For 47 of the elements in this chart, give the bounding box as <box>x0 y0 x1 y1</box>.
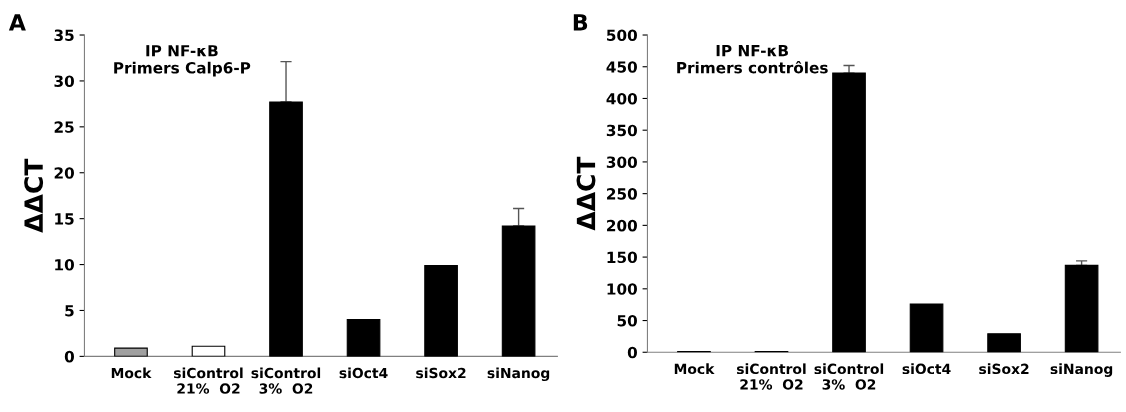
y-tick-label: 350 <box>606 124 637 137</box>
bar <box>346 319 381 357</box>
bar <box>114 347 148 357</box>
x-tick-label: siSox2 <box>979 363 1029 375</box>
bar <box>909 303 944 353</box>
x-tick-label: siNanog <box>1050 363 1113 377</box>
x-tick-label: siSox2 <box>416 367 466 379</box>
y-tick-label: 35 <box>54 29 74 42</box>
y-tick-label: 200 <box>607 219 637 232</box>
bar <box>501 225 536 357</box>
x-tick-label: siControl 21% O2 <box>736 363 806 390</box>
y-tick-label: 0 <box>627 346 637 359</box>
y-tick-label: 0 <box>64 350 74 363</box>
chart-title: B <box>573 14 588 31</box>
y-tick-label: 5 <box>65 305 74 317</box>
y-tick-label: 250 <box>607 188 637 200</box>
y-tick-label: 450 <box>606 61 637 73</box>
y-axis-title: ΔΔCT <box>24 158 44 233</box>
annotation: IP NF-κB Primers contrôles <box>677 45 828 74</box>
y-tick-label: 300 <box>606 156 637 168</box>
bar <box>269 101 303 357</box>
y-tick-label: 100 <box>607 283 637 295</box>
x-tick-label: Mock <box>674 363 715 375</box>
chart-title: A <box>8 14 26 31</box>
x-tick-label: siControl 21% O2 <box>173 367 243 394</box>
x-tick-label: siControl 3% O2 <box>251 367 321 394</box>
y-tick-label: 20 <box>54 167 74 179</box>
bar <box>987 333 1021 353</box>
y-tick-label: 25 <box>54 121 74 133</box>
bar <box>191 345 226 357</box>
y-tick-label: 30 <box>54 75 74 87</box>
bar <box>424 264 458 357</box>
y-tick-label: 150 <box>607 251 637 264</box>
y-tick-label: 15 <box>55 213 74 225</box>
x-tick-label: siNanog <box>487 367 550 382</box>
y-tick-label: 400 <box>606 92 637 105</box>
y-tick-label: 10 <box>55 259 74 271</box>
y-axis-title: ΔΔCT <box>576 156 596 231</box>
bar <box>1064 264 1099 353</box>
y-tick-label: 50 <box>617 315 637 327</box>
annotation: IP NF-κB Primers Calp6-P <box>114 45 251 77</box>
x-tick-label: Mock <box>111 367 152 379</box>
x-tick-label: siOct4 <box>902 363 951 375</box>
x-tick-label: siOct4 <box>339 367 388 379</box>
y-tick-label: 500 <box>607 29 637 42</box>
bar <box>832 72 866 353</box>
x-tick-label: siControl 3% O2 <box>814 363 884 390</box>
